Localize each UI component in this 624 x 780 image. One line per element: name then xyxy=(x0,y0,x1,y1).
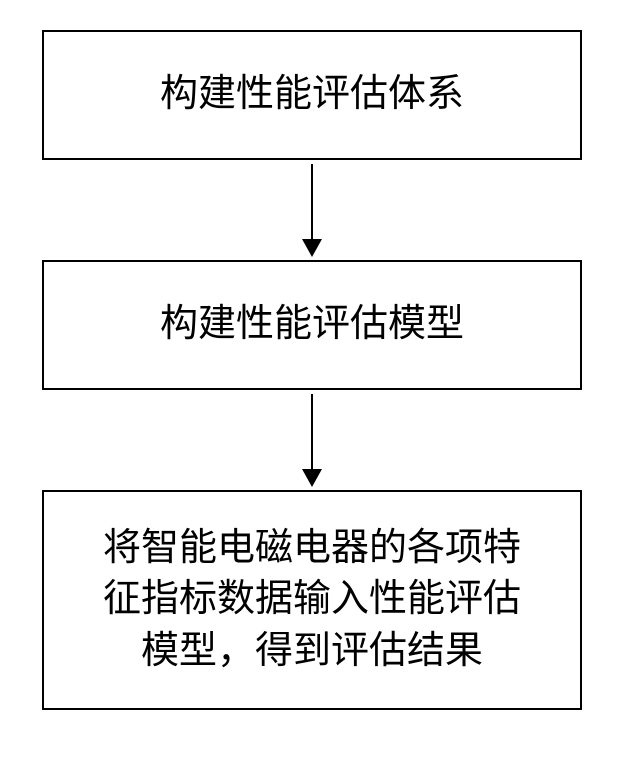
arrow-line xyxy=(311,394,313,469)
flowchart-node-3-label: 将智能电磁电器的各项特 征指标数据输入性能评估 模型，得到评估结果 xyxy=(103,523,521,677)
arrow-head-icon xyxy=(302,239,322,257)
flowchart-arrow-1 xyxy=(302,160,322,260)
arrow-line xyxy=(311,164,313,239)
flowchart-node-3: 将智能电磁电器的各项特 征指标数据输入性能评估 模型，得到评估结果 xyxy=(42,490,582,710)
flowchart-arrow-2 xyxy=(302,390,322,490)
flowchart-node-2-label: 构建性能评估模型 xyxy=(160,299,464,350)
flowchart-node-2: 构建性能评估模型 xyxy=(42,260,582,390)
flowchart-node-1-label: 构建性能评估体系 xyxy=(160,69,464,120)
flowchart-node-1: 构建性能评估体系 xyxy=(42,30,582,160)
flowchart-container: 构建性能评估体系 构建性能评估模型 将智能电磁电器的各项特 征指标数据输入性能评… xyxy=(42,30,582,710)
arrow-head-icon xyxy=(302,469,322,487)
